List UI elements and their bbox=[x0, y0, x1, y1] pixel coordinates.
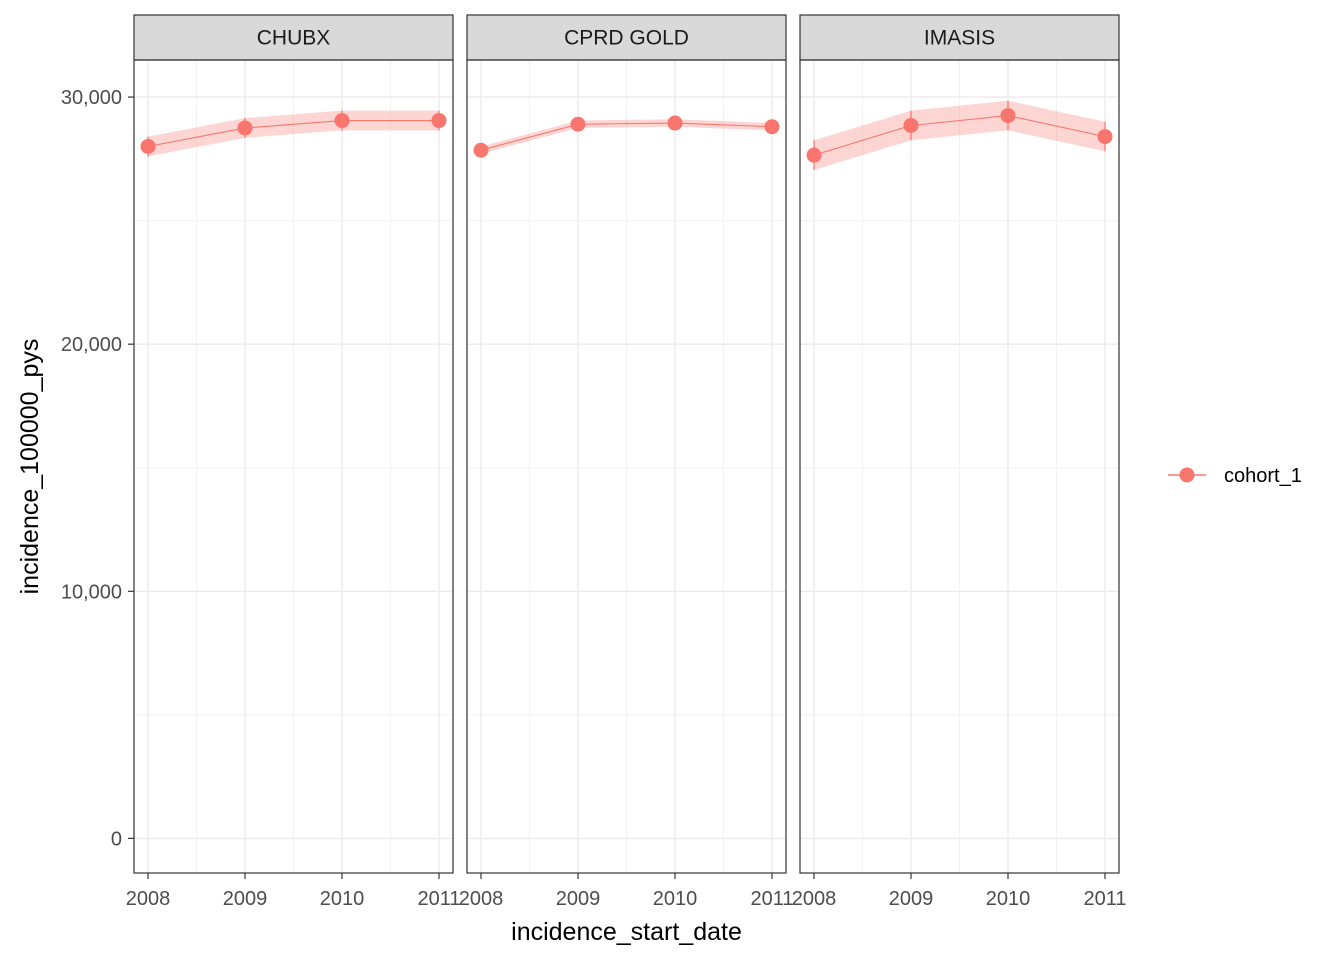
series-line-cohort_1 bbox=[147, 119, 439, 148]
data-point bbox=[903, 117, 919, 133]
x-tick-label: 2011 bbox=[1083, 888, 1126, 910]
x-tick-label: 2008 bbox=[459, 888, 504, 910]
x-axis-title: incidence_start_date bbox=[511, 918, 742, 946]
panel-border bbox=[466, 59, 787, 874]
data-point bbox=[237, 120, 253, 136]
data-point bbox=[806, 147, 822, 163]
y-tick-label: 20,000 bbox=[61, 334, 122, 356]
x-tick-label: 2010 bbox=[986, 888, 1031, 910]
data-point bbox=[473, 142, 489, 158]
data-point bbox=[667, 115, 683, 131]
legend-label-cohort-1: cohort_1 bbox=[1224, 465, 1302, 487]
series-line-cohort_1 bbox=[813, 115, 1106, 156]
panel-border bbox=[799, 59, 1120, 874]
x-tick-label: 2008 bbox=[792, 888, 837, 910]
facet-panel-1: CHUBX 2008 2009 2010 2011 bbox=[126, 14, 461, 910]
data-point bbox=[140, 138, 156, 154]
data-point bbox=[1000, 108, 1016, 124]
facet-panel-3: IMASIS 2008 2009 2010 2011 bbox=[792, 14, 1127, 910]
legend-key-point bbox=[1179, 467, 1195, 483]
facet-strip bbox=[799, 14, 1120, 61]
x-tick-label: 2009 bbox=[223, 888, 268, 910]
data-point bbox=[764, 119, 780, 135]
y-tick-label: 30,000 bbox=[61, 87, 122, 109]
x-tick-label: 2010 bbox=[653, 888, 698, 910]
x-tick-label: 2008 bbox=[126, 888, 171, 910]
data-point bbox=[1097, 129, 1113, 145]
x-tick-label: 2011 bbox=[417, 888, 460, 910]
x-tick-label: 2010 bbox=[320, 888, 365, 910]
legend: cohort_1 bbox=[1168, 465, 1302, 487]
confidence-ribbon bbox=[814, 100, 1105, 170]
confidence-ribbon bbox=[481, 119, 772, 154]
y-tick-label: 10,000 bbox=[61, 581, 122, 603]
facet-strip-label: CPRD GOLD bbox=[564, 27, 689, 50]
facet-strip bbox=[133, 14, 454, 61]
data-point bbox=[570, 116, 586, 132]
data-point bbox=[334, 113, 350, 129]
x-tick-label: 2009 bbox=[556, 888, 601, 910]
y-axis-title: incidence_100000_pys bbox=[16, 339, 44, 595]
confidence-ribbon bbox=[148, 110, 439, 157]
facet-strip-label: IMASIS bbox=[924, 27, 995, 50]
data-point bbox=[431, 113, 447, 129]
facet-strip-label: CHUBX bbox=[257, 27, 331, 50]
facet-panel-2: CPRD GOLD 2008 2009 2010 2011 bbox=[459, 14, 794, 910]
series-line-cohort_1 bbox=[480, 122, 773, 151]
x-tick-label: 2011 bbox=[750, 888, 793, 910]
y-tick-label: 0 bbox=[111, 828, 122, 850]
facet-strip bbox=[466, 14, 787, 61]
x-tick-label: 2009 bbox=[889, 888, 934, 910]
panel-border bbox=[133, 59, 454, 874]
